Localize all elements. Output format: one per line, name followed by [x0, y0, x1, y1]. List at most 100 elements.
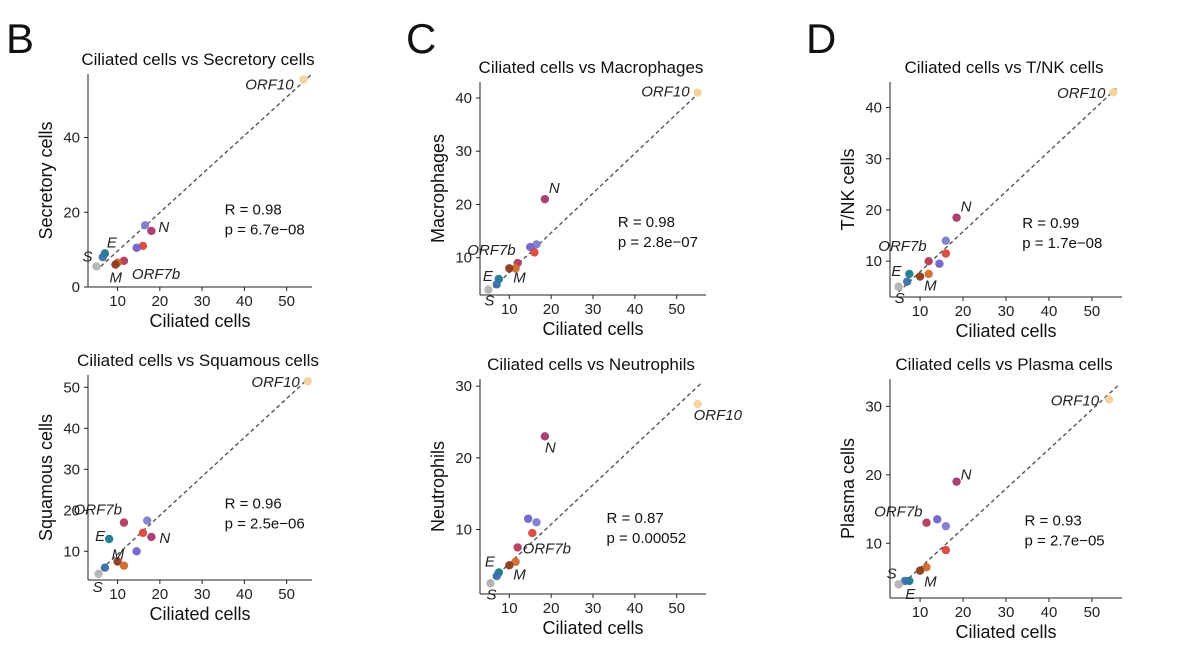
point-label: E [485, 554, 496, 571]
point-label: M [924, 278, 937, 295]
chart-title: Ciliated cells vs Plasma cells [895, 355, 1112, 374]
x-tick-label: 20 [152, 293, 169, 310]
panel-letter-b: B [6, 15, 35, 62]
data-point [693, 88, 702, 97]
point-label: ORF10 [245, 77, 294, 94]
x-tick-label: 50 [668, 600, 685, 617]
point-label: ORF10 [1057, 85, 1106, 102]
data-point [922, 518, 931, 527]
stat-r: R = 0.87 [607, 510, 664, 527]
x-tick-label: 30 [998, 604, 1015, 621]
point-label: ORF10 [641, 84, 690, 101]
point-label: ORF10 [694, 407, 743, 424]
point-label: N [159, 530, 170, 547]
y-tick-label: 10 [455, 522, 472, 539]
data-point [513, 543, 522, 552]
x-tick-label: 50 [1084, 604, 1101, 621]
x-tick-label: 10 [109, 586, 126, 603]
point-label: ORF7b [523, 540, 571, 557]
y-tick-label: 30 [455, 378, 472, 395]
stat-r: R = 0.93 [1025, 513, 1082, 530]
y-axis-label: Neutrophils [428, 441, 448, 532]
point-label: E [891, 263, 902, 280]
x-tick-label: 10 [501, 600, 518, 617]
x-tick-label: 30 [998, 303, 1015, 320]
data-point [119, 256, 129, 266]
y-tick-label: 30 [865, 398, 882, 415]
x-tick-label: 30 [585, 600, 602, 617]
chart-title: Ciliated cells vs Neutrophils [487, 355, 695, 374]
data-point [941, 249, 951, 258]
data-point [902, 277, 912, 286]
x-tick-label: 50 [1084, 303, 1101, 320]
point-label: M [513, 269, 526, 286]
stat-r: R = 0.98 [225, 202, 282, 219]
trend-line [100, 73, 313, 267]
data-point [303, 376, 312, 386]
panel-letter-d: D [806, 15, 837, 62]
stat-r: R = 0.99 [1022, 215, 1079, 232]
data-point [933, 515, 942, 524]
x-axis-label: Ciliated cells [149, 604, 250, 624]
point-label: E [905, 586, 916, 603]
data-point [147, 226, 156, 236]
x-tick-label: 10 [109, 293, 126, 310]
point-label: M [513, 566, 526, 583]
y-tick-label: 30 [455, 143, 472, 160]
chart-6: Ciliated cells vs Plasma cells 10 20 30 40 50… [838, 355, 1122, 642]
chart-title: Ciliated cells vs Squamous cells [77, 351, 319, 370]
data-point [924, 256, 933, 266]
x-tick-label: 20 [152, 586, 169, 603]
x-tick-label: 40 [1041, 604, 1058, 621]
stat-p: p = 0.00052 [607, 530, 687, 547]
point-label: M [924, 574, 937, 591]
trend-line [898, 385, 1119, 589]
y-tick-label: 20 [63, 204, 80, 221]
point-label: S [82, 248, 92, 265]
y-axis-label: T/NK cells [838, 148, 858, 230]
x-axis-label: Ciliated cells [542, 618, 643, 638]
data-point [693, 399, 702, 409]
x-tick-label: 20 [955, 303, 972, 320]
chart-1: Ciliated cells vs Secretory cells 10 20 30 4… [36, 50, 315, 331]
y-tick-label: 40 [455, 90, 472, 107]
data-point [484, 285, 493, 294]
data-point [523, 514, 533, 523]
data-point [900, 576, 910, 586]
data-point [511, 264, 520, 273]
point-label: S [93, 579, 103, 596]
data-point [530, 248, 539, 257]
y-tick-label: 20 [455, 450, 472, 467]
point-label: N [961, 467, 972, 484]
y-tick-label: 10 [865, 535, 882, 552]
data-point [486, 579, 495, 588]
point-label: E [483, 268, 494, 285]
point-label: E [107, 234, 118, 251]
data-point [894, 580, 903, 589]
point-label: S [486, 586, 496, 603]
data-point [132, 243, 141, 252]
y-tick-label: 40 [63, 130, 80, 147]
point-label: ORF7b [132, 266, 180, 283]
x-tick-label: 10 [912, 604, 929, 621]
point-label: E [95, 528, 106, 545]
y-tick-label: 10 [455, 250, 472, 267]
stat-p: p = 2.7e−05 [1025, 533, 1105, 550]
y-axis-label: Macrophages [428, 134, 448, 243]
y-axis-label: Plasma cells [838, 438, 858, 539]
y-axis-label: Secretory cells [36, 121, 56, 239]
data-point [492, 571, 501, 581]
data-point [299, 75, 308, 84]
data-point [492, 280, 501, 289]
data-point [924, 269, 933, 279]
data-point [140, 221, 150, 230]
chart-title: Ciliated cells vs Secretory cells [81, 50, 314, 69]
data-point [1109, 88, 1118, 97]
stat-p: p = 2.5e−06 [225, 515, 305, 532]
data-point [528, 528, 537, 538]
x-tick-label: 40 [1041, 303, 1058, 320]
x-tick-label: 50 [278, 293, 295, 310]
stat-p: p = 1.7e−08 [1022, 235, 1102, 252]
data-point [952, 213, 961, 222]
